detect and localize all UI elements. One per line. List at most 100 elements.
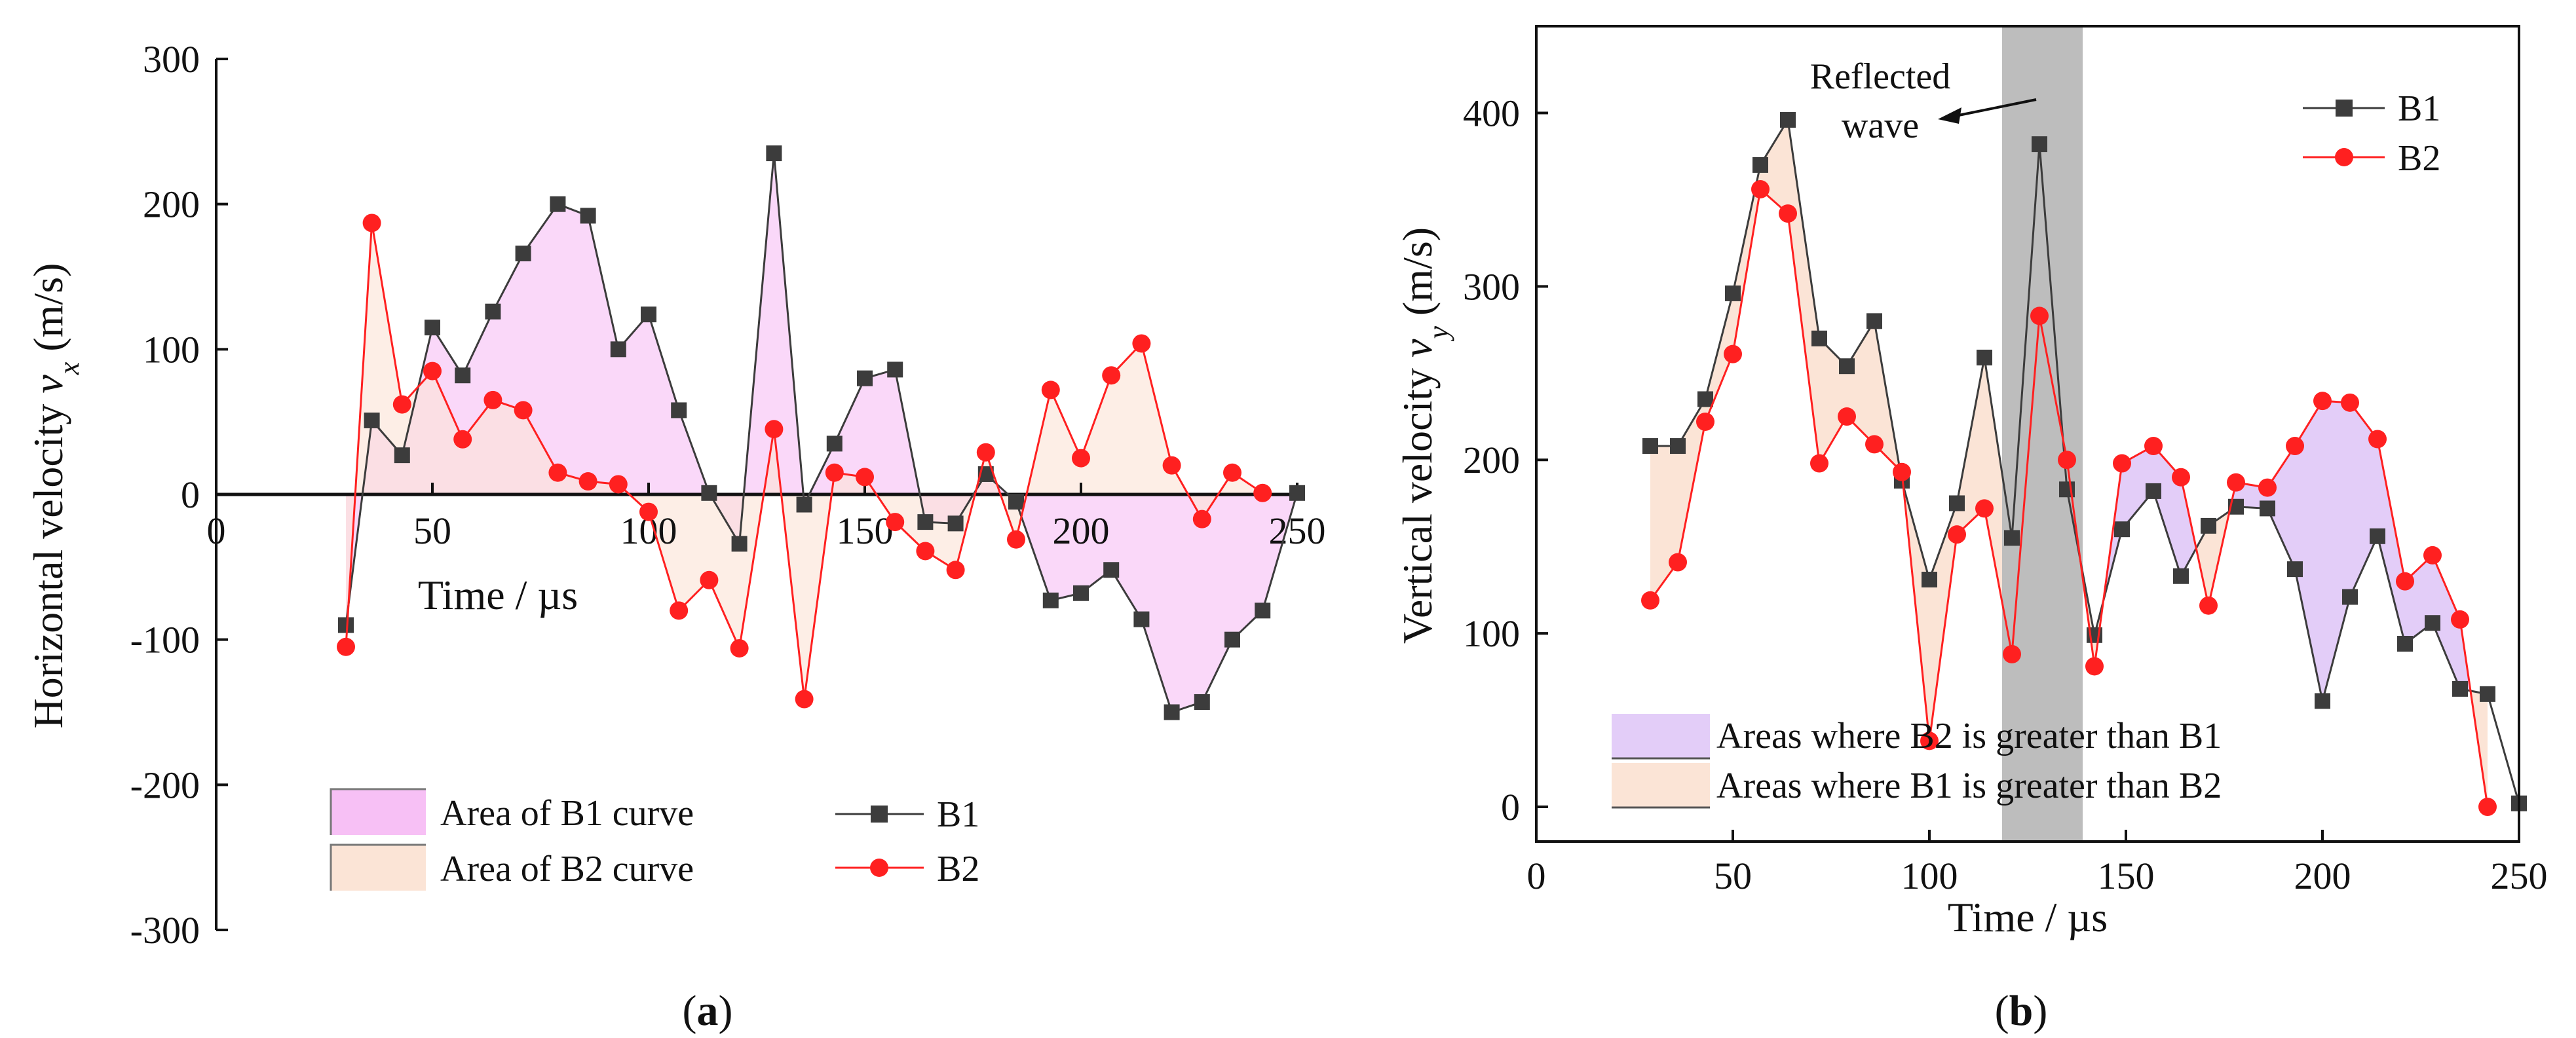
y-tick-label: 0 xyxy=(1501,786,1520,828)
data-point-b2 xyxy=(765,420,784,439)
data-point-b1 xyxy=(550,196,566,212)
data-point-b2 xyxy=(609,475,628,494)
data-point-b2 xyxy=(1751,180,1770,198)
data-point-b2 xyxy=(1893,462,1911,481)
panel-a-x-axis-title: Time / µs xyxy=(418,572,578,618)
difference-area xyxy=(2433,555,2460,689)
data-point-b2 xyxy=(886,513,905,532)
x-tick-label: 250 xyxy=(1269,510,1326,552)
data-point-b1 xyxy=(425,320,440,336)
data-point-b2 xyxy=(700,570,719,589)
data-point-b1 xyxy=(1103,562,1120,578)
data-point-b2 xyxy=(2144,437,2163,456)
panel-b-legend-areas: Areas where B2 is greater than B1 Areas … xyxy=(1612,714,2222,809)
data-point-b2 xyxy=(2478,798,2497,817)
data-point-b2 xyxy=(1920,732,1939,751)
difference-area xyxy=(1957,357,1984,535)
data-point-b1 xyxy=(887,361,903,378)
x-tick-label: 200 xyxy=(2294,855,2351,897)
data-point-b1 xyxy=(394,447,410,464)
data-point-b1 xyxy=(1642,438,1658,454)
legend-swatch-area-b2-edge xyxy=(330,843,426,891)
y-tick-label: 0 xyxy=(181,473,200,516)
data-point-b2 xyxy=(514,401,533,420)
data-point-b1 xyxy=(2397,636,2413,652)
panel-b-frame xyxy=(1535,25,2520,843)
data-point-b2 xyxy=(1162,456,1181,475)
data-point-b2 xyxy=(2172,468,2190,487)
data-point-b1 xyxy=(1811,330,1827,346)
y-tick-label: 100 xyxy=(143,328,200,371)
data-point-b1 xyxy=(826,436,843,452)
y-tick-label: 200 xyxy=(143,183,200,226)
area-fill-b1 xyxy=(346,153,1297,713)
annotation-arrow-head xyxy=(1938,107,1961,124)
annotation-line-2: wave xyxy=(1842,105,1919,146)
data-point-b1 xyxy=(2114,521,2130,538)
data-point-b2 xyxy=(976,443,995,462)
data-point-b2 xyxy=(2286,437,2304,456)
x-tick-label: 150 xyxy=(2098,855,2155,897)
data-point-b1 xyxy=(1839,358,1855,375)
y-tick-label: -100 xyxy=(130,619,200,661)
legend-label-b2-greater: Areas where B2 is greater than B1 xyxy=(1716,716,2222,756)
legend-marker-b1 xyxy=(871,806,888,823)
data-point-b1 xyxy=(2452,680,2468,697)
difference-area xyxy=(2295,401,2322,701)
difference-area xyxy=(2181,477,2197,576)
data-point-b2 xyxy=(423,361,442,380)
data-point-b1 xyxy=(2260,500,2275,517)
data-point-b1 xyxy=(2201,517,2216,534)
data-point-b1 xyxy=(1164,704,1180,720)
data-point-b1 xyxy=(1289,485,1305,501)
data-point-b1 xyxy=(455,367,471,384)
data-point-b2 xyxy=(2199,596,2218,615)
panel-a-series xyxy=(337,145,1305,720)
x-tick-label: 200 xyxy=(1053,510,1110,552)
data-point-b1 xyxy=(364,412,380,428)
data-point-b2 xyxy=(2058,451,2076,470)
data-point-b2 xyxy=(578,472,597,491)
legend-label-area-b1: Area of B1 curve xyxy=(440,793,694,834)
data-point-b1 xyxy=(1697,391,1713,407)
data-point-b2 xyxy=(2227,473,2245,492)
panel-b-legend-lines: B1 B2 xyxy=(2303,88,2440,179)
panel-b-vertical-velocity: 400 300 200 100 00 50 100 150 200 250 Reflected w… xyxy=(1394,25,2548,1035)
legend-marker-b2 xyxy=(2335,148,2353,166)
data-point-b1 xyxy=(1922,572,1937,588)
data-point-b2 xyxy=(1865,435,1884,454)
data-point-b1 xyxy=(515,246,531,262)
data-point-b2 xyxy=(2258,478,2277,497)
panel-b-series xyxy=(1641,112,2527,817)
y-tick-label: -300 xyxy=(130,909,200,952)
legend-label-b2: B2 xyxy=(2398,138,2440,179)
data-point-b1 xyxy=(610,341,626,358)
data-point-b1 xyxy=(1042,592,1059,608)
data-point-b1 xyxy=(1133,611,1150,627)
legend-label-b1-greater: Areas where B1 is greater than B2 xyxy=(1716,766,2222,806)
panel-b-y-axis-title: Vertical velocity vy (m/s) xyxy=(1394,227,1454,644)
x-tick-label: 50 xyxy=(1714,855,1752,897)
legend-swatch-area-b1 xyxy=(331,789,426,835)
panel-b-ticks: 400 300 200 100 00 50 100 150 200 250 xyxy=(1463,92,2548,897)
y-tick-label: 300 xyxy=(143,38,200,81)
data-point-b2 xyxy=(2451,610,2469,629)
data-point-b1 xyxy=(857,370,873,386)
data-point-b2 xyxy=(362,213,381,232)
data-point-b2 xyxy=(1102,366,1121,385)
data-point-b1 xyxy=(2032,136,2047,153)
data-point-b2 xyxy=(1041,380,1060,399)
data-point-b1 xyxy=(1008,494,1024,510)
y-tick-label: 400 xyxy=(1463,92,1520,134)
data-point-b2 xyxy=(1223,463,1241,482)
data-point-b2 xyxy=(1132,334,1151,353)
data-point-b1 xyxy=(641,306,656,323)
data-point-b1 xyxy=(2425,615,2440,631)
data-point-b2 xyxy=(2341,393,2359,412)
data-point-b1 xyxy=(731,536,748,552)
data-point-b1 xyxy=(1670,438,1686,454)
data-point-b2 xyxy=(2423,546,2442,565)
panel-a-caption: (a) xyxy=(683,987,733,1035)
